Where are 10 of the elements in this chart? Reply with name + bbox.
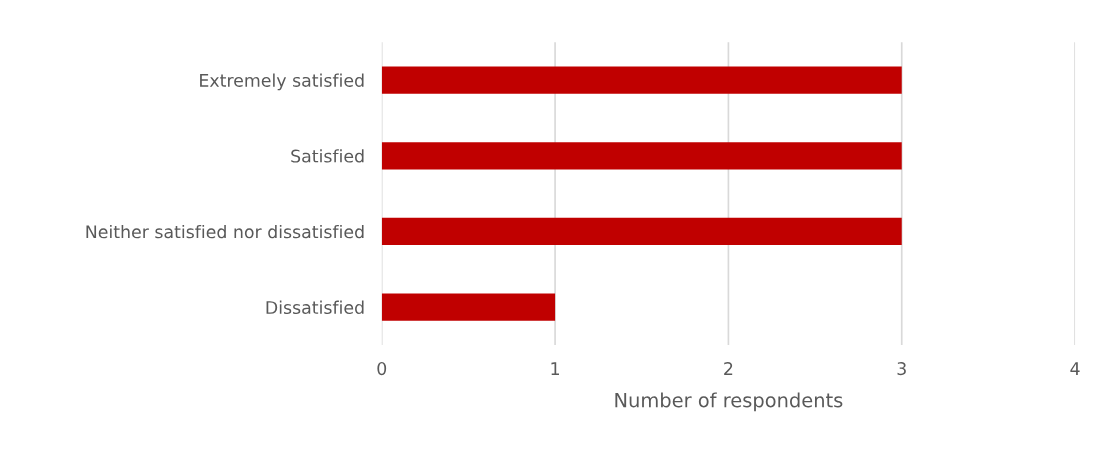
y-tick-label: Neither satisfied nor dissatisfied: [86, 224, 364, 239]
y-tick-label: Satisfied: [291, 149, 364, 163]
x-tick-label: 3: [897, 362, 906, 376]
y-tick-label: Dissatisfied: [266, 300, 364, 315]
x-axis-title: Number of respondents: [615, 392, 843, 412]
x-tick-label: 0: [377, 362, 387, 376]
x-tick-label: 2: [724, 362, 733, 375]
x-tick-label: 4: [1070, 362, 1080, 375]
y-tick-label: Extremely satisfied: [200, 73, 364, 91]
x-tick-label: 1: [551, 362, 559, 375]
